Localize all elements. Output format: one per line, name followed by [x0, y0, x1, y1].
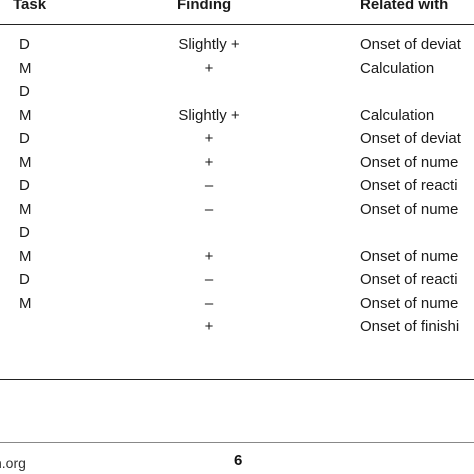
page-number: 6 — [234, 452, 243, 469]
table-row: D – Onset of reacti — [0, 270, 474, 294]
cell-finding: + — [204, 247, 214, 265]
cell-finding: – — [204, 271, 214, 288]
cell-related: Onset of reacti — [360, 177, 458, 194]
cell-finding: + — [204, 153, 214, 171]
cell-related: Onset of deviat — [360, 130, 461, 147]
table-row: D – Onset of reacti — [0, 176, 474, 200]
cell-finding: + — [204, 59, 214, 77]
cell-task: M — [19, 200, 32, 218]
cell-related: Onset of nume — [360, 200, 459, 218]
table-bottom-rule — [0, 379, 474, 380]
cell-task: M — [19, 247, 32, 265]
cell-finding: Slightly + — [178, 106, 240, 124]
cell-task: M — [19, 153, 32, 171]
cell-task: D — [19, 177, 30, 194]
cell-task: D — [19, 271, 30, 288]
table-header: Task Finding Related with — [0, 0, 474, 24]
table-body: D Slightly + Onset of deviat M + Calcula… — [0, 35, 474, 341]
table-row: M – Onset of nume — [0, 200, 474, 224]
cell-related: Onset of nume — [360, 247, 459, 265]
table-row: M + Onset of nume — [0, 153, 474, 177]
cell-task: D — [19, 36, 30, 53]
cell-task: M — [19, 294, 32, 312]
cell-task: M — [19, 59, 32, 77]
cell-related: Onset of deviat — [360, 36, 461, 53]
cell-related: Calculation — [360, 106, 435, 124]
cell-finding: – — [204, 294, 214, 312]
header-finding: Finding — [177, 0, 232, 13]
cell-finding: – — [204, 177, 214, 194]
table-row: D Slightly + Onset of deviat — [0, 35, 474, 59]
cell-related: Calculation — [360, 59, 435, 77]
table-row: D — [0, 223, 474, 247]
cell-finding: – — [204, 200, 214, 218]
cell-related: Onset of nume — [360, 153, 459, 171]
table-row: M + Calculation — [0, 59, 474, 83]
cell-task: D — [19, 130, 30, 147]
table-row: D + Onset of deviat — [0, 129, 474, 153]
cell-finding: + — [204, 318, 214, 335]
footer-journal-url: n.org — [0, 455, 26, 471]
cell-finding: Slightly + — [178, 36, 240, 53]
cell-task: M — [19, 106, 32, 124]
cell-related: Onset of nume — [360, 294, 459, 312]
table-row: + Onset of finishi — [0, 317, 474, 341]
footer-rule — [0, 442, 474, 443]
cell-related: Onset of finishi — [360, 318, 460, 335]
table-row: M Slightly + Calculation — [0, 106, 474, 130]
table-row: M + Onset of nume — [0, 247, 474, 271]
table-row: D — [0, 82, 474, 106]
cell-task: D — [19, 83, 30, 100]
header-related-with: Related with — [360, 0, 449, 13]
cell-task: D — [19, 224, 30, 241]
table-row: M – Onset of nume — [0, 294, 474, 318]
header-task: Task — [13, 0, 47, 13]
table-top-rule — [0, 24, 474, 25]
cell-related: Onset of reacti — [360, 271, 458, 288]
cell-finding: + — [204, 130, 214, 147]
